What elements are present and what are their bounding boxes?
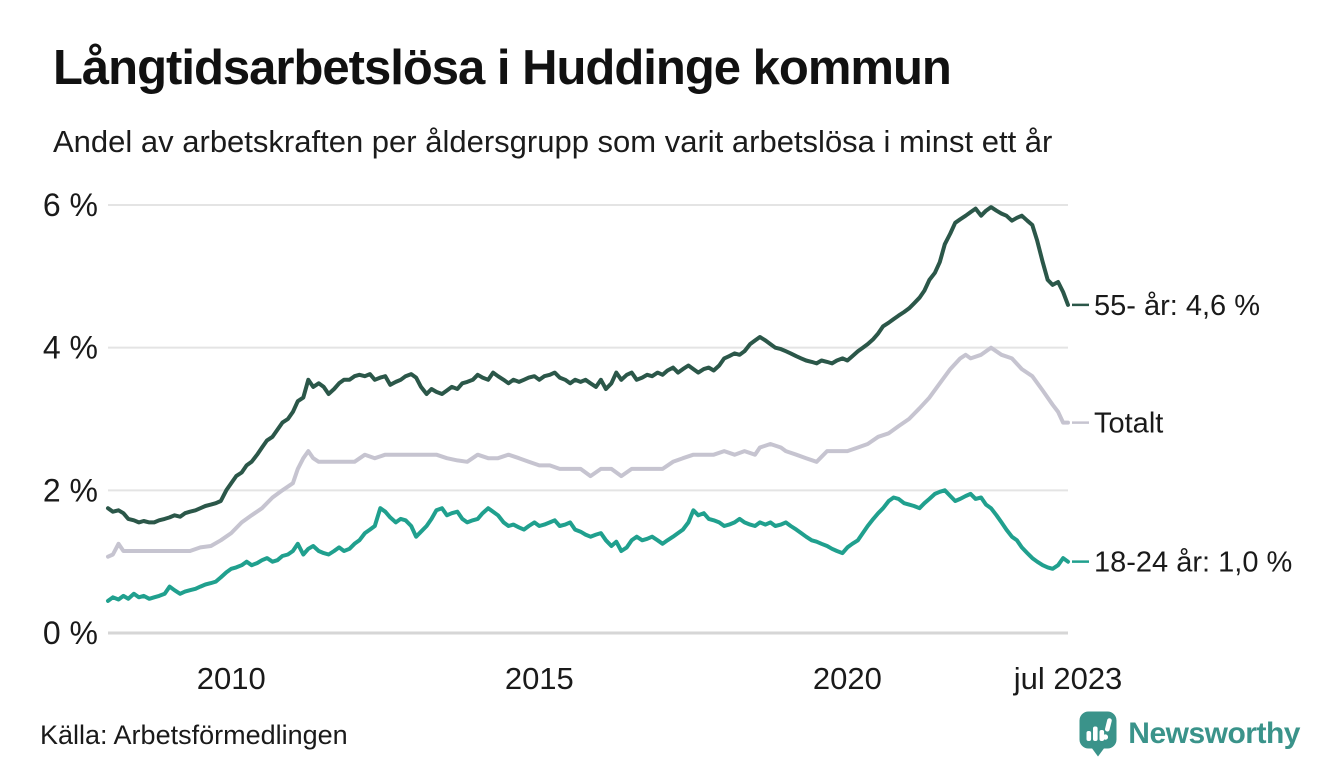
- series-line-totalt: [106, 345, 1070, 559]
- x-tick-label-2020: 2020: [813, 661, 882, 696]
- source-note: Källa: Arbetsförmedlingen: [40, 720, 348, 750]
- chart-footer: Källa: Arbetsförmedlingen Newsworthy: [0, 705, 1340, 765]
- newsworthy-logo-icon: [1079, 711, 1117, 757]
- newsworthy-logo-text: Newsworthy: [1128, 716, 1300, 750]
- x-tick-label-jul-2023: jul 2023: [1013, 661, 1123, 696]
- series-line-18-24-ar: [106, 488, 1070, 603]
- x-tick-label-2015: 2015: [505, 661, 574, 696]
- series-line-55-ar: [106, 205, 1070, 525]
- x-tick-label-2010: 2010: [197, 661, 266, 696]
- y-tick-label-0pct: 0 %: [43, 615, 98, 651]
- y-tick-label-6pct: 6 %: [43, 187, 98, 223]
- series-end-label-18-24-ar: 18-24 år: 1,0 %: [1094, 547, 1292, 579]
- y-tick-label-4pct: 4 %: [43, 330, 98, 366]
- chart-title: Långtidsarbetslösa i Huddinge kommun: [53, 41, 952, 95]
- chart-subtitle: Andel av arbetskraften per åldersgrupp s…: [53, 124, 1053, 159]
- line-chart-canvas: 6 % 4 % 2 % 0 % 2010 2015 2020 jul 2023 55- år: …: [43, 187, 1292, 696]
- series-end-label-totalt: Totalt: [1094, 408, 1163, 440]
- y-tick-label-2pct: 2 %: [43, 472, 98, 508]
- series-end-label-55-ar: 55- år: 4,6 %: [1094, 290, 1260, 322]
- line-chart: 6 % 4 % 2 % 0 % 2010 2015 2020 jul 2023 55- år: …: [0, 180, 1340, 710]
- newsworthy-logo: Newsworthy: [1078, 710, 1300, 757]
